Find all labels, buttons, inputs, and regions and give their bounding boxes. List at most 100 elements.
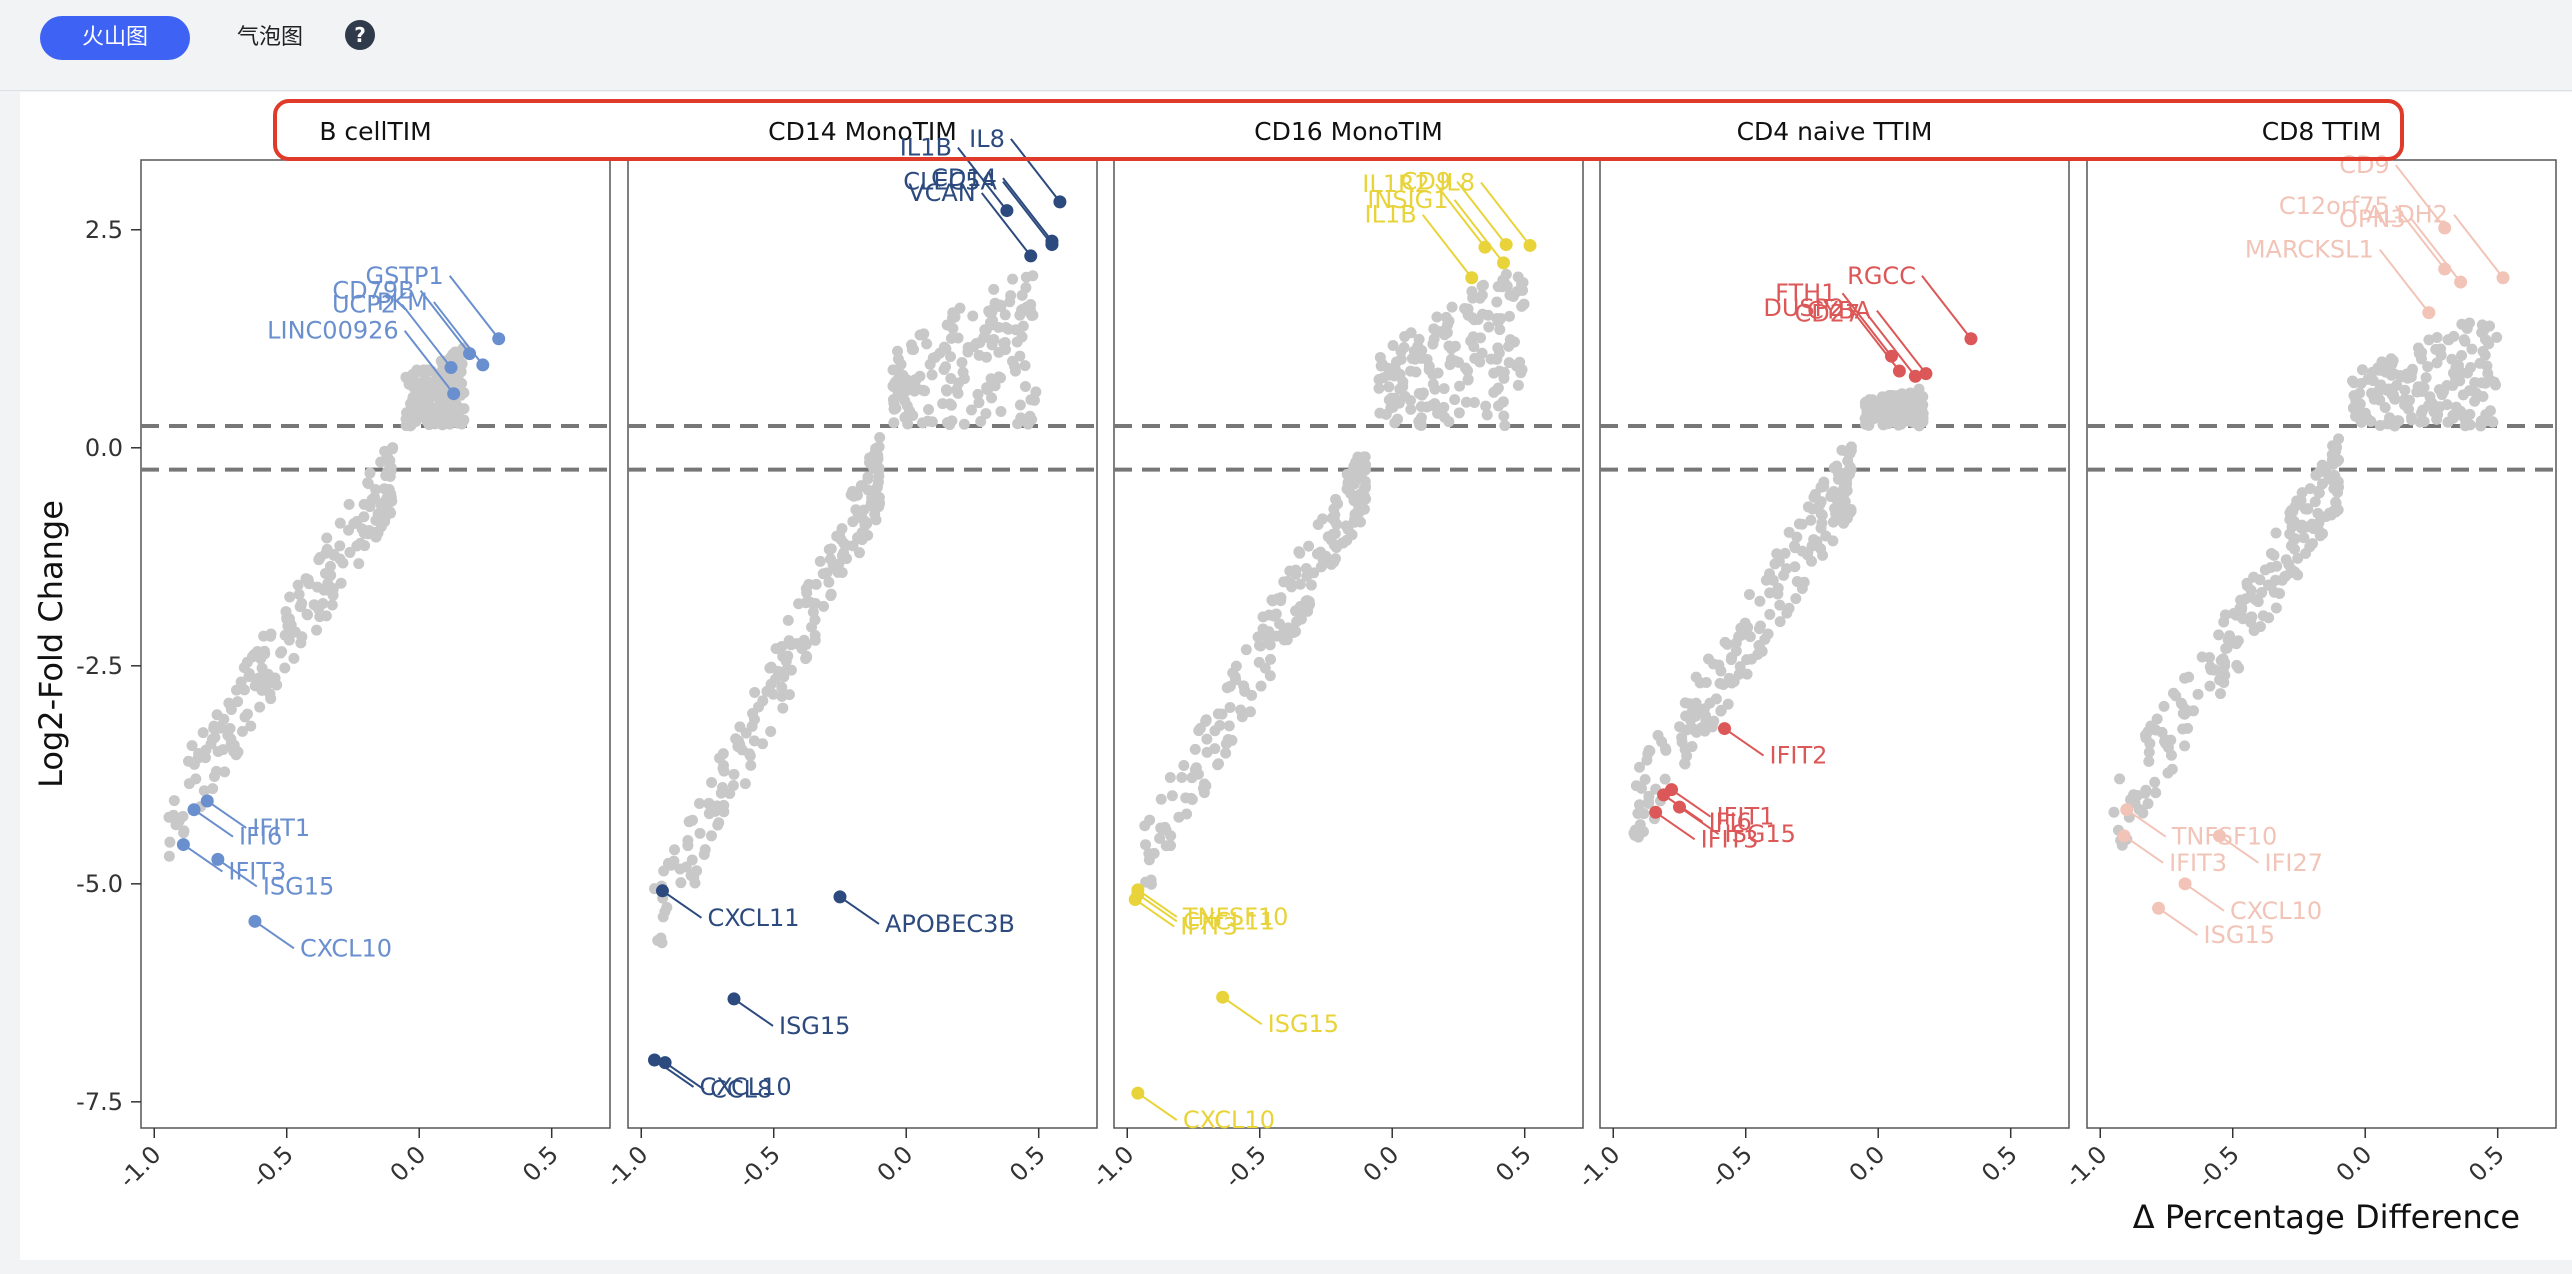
gene-label: LINC00926 [267,317,399,345]
label-leader-line [661,889,703,919]
data-point [2374,419,2386,431]
data-point [1176,771,1188,783]
gene-label: VCAN [908,179,976,207]
data-point [1017,303,1029,315]
data-point [321,532,333,544]
tab-bubble-plot[interactable]: 气泡图 [236,25,303,50]
data-point [1488,367,1500,379]
highlight-point [211,852,225,866]
data-point [1468,397,1480,409]
data-point [1802,547,1814,559]
data-point [2374,383,2386,395]
highlight-point [1718,722,1732,736]
data-point [705,830,717,842]
facet-panel: CD8 TTIMCD9C12orf75ALDH2OPN3MARCKSL1TNFS… [2060,117,2557,1193]
data-point [369,491,381,503]
label-leader-line [433,301,484,366]
highlight-point [1672,800,1686,814]
data-point [1769,558,1781,570]
data-point [197,727,209,739]
data-point [224,722,236,734]
highlight-point [2152,901,2166,915]
highlight-box [273,99,2404,161]
data-point [1760,574,1772,586]
data-point [1181,808,1193,820]
gene-label: UCP2 [332,291,396,319]
data-point [419,376,431,388]
data-point [1472,314,1484,326]
data-point [686,854,698,866]
label-leader-line [182,843,223,873]
data-point [1453,356,1465,368]
data-point [447,376,459,388]
data-point [833,558,845,570]
data-point [1843,464,1855,476]
label-leader-line [1670,788,1712,818]
data-point [1838,517,1850,529]
data-point [1643,744,1655,756]
data-point [2456,350,2468,362]
data-point [1764,587,1776,599]
label-leader-line [980,192,1032,257]
data-point [2423,399,2435,411]
data-point [1704,697,1716,709]
data-point [1405,365,1417,377]
panel-title: CD14 MonoTIM [768,117,957,146]
data-point [434,404,446,416]
data-point [245,720,257,732]
x-tick-label: -0.5 [2192,1140,2245,1193]
highlight-point [1657,788,1671,802]
data-point [1781,563,1793,575]
data-point [1005,290,1017,302]
data-point [2459,335,2471,347]
data-point [1860,396,1872,408]
data-point [2116,839,2128,851]
data-point [2231,659,2243,671]
data-point [288,652,300,664]
data-point [1681,750,1693,762]
data-point [2215,688,2227,700]
data-point [1752,648,1764,660]
data-point [238,684,250,696]
data-point [2420,372,2432,384]
tab-volcano-plot[interactable]: 火山图 [40,16,190,60]
data-point [1345,488,1357,500]
data-point [359,540,371,552]
data-point [1713,659,1725,671]
data-point [2192,688,2204,700]
data-point [325,569,337,581]
data-point [2170,690,2182,702]
data-point [994,372,1006,384]
data-point [1808,534,1820,546]
data-point [919,385,931,397]
question-circle-icon[interactable]: ? [345,20,375,50]
data-point [1733,631,1745,643]
data-point [209,731,221,743]
data-point [1178,759,1190,771]
data-point [2356,364,2368,376]
x-tick-label: 0.0 [1844,1140,1891,1187]
label-leader-line [254,920,295,950]
data-point [2424,391,2436,403]
data-point [689,877,701,889]
data-point [2389,393,2401,405]
gene-label: IFIT3 [1701,825,1759,853]
data-point [1255,640,1267,652]
data-point [378,483,390,495]
data-point [1789,540,1801,552]
data-point [2391,379,2403,391]
highlight-point [1964,332,1978,346]
x-tick-label: -1.0 [1573,1140,1626,1193]
data-point [1415,419,1427,431]
data-point [1639,773,1651,785]
data-point [1373,382,1385,394]
data-point [777,702,789,714]
gene-label: ISG15 [2204,921,2275,949]
data-point [1259,662,1271,674]
data-point [170,819,182,831]
data-point [1264,639,1276,651]
data-point [2220,642,2232,654]
data-point [1301,570,1313,582]
data-point [940,384,952,396]
